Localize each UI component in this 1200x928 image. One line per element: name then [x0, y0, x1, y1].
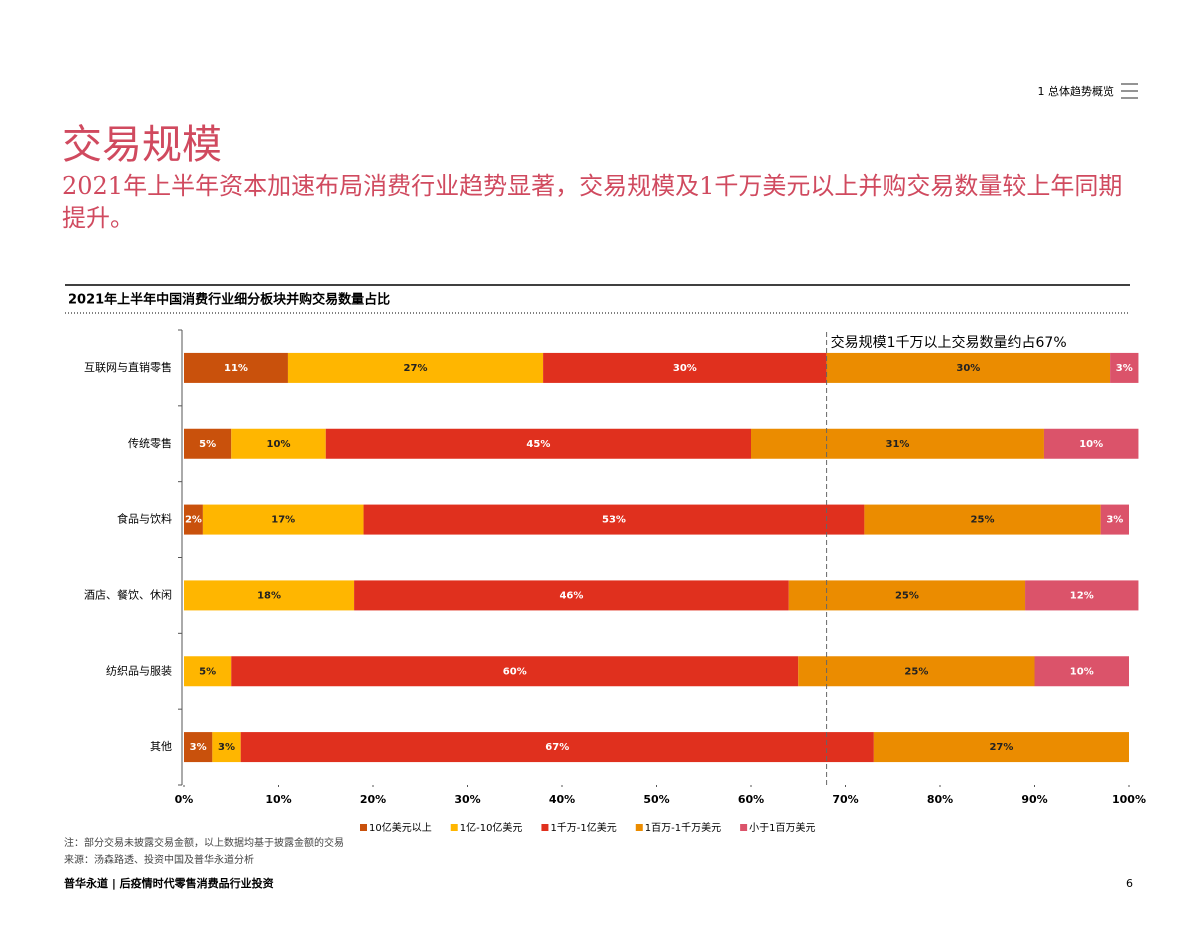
bar-segment — [231, 428, 326, 459]
bar-segment — [1100, 504, 1129, 535]
bar-segment — [788, 580, 1026, 611]
data-label: 60% — [503, 666, 527, 677]
bar-segment — [184, 580, 355, 611]
section-nav: 1 总体趋势概览 — [1038, 84, 1115, 98]
bar-segment — [231, 656, 799, 687]
legend-swatch — [450, 824, 458, 831]
legend-label: 1千万-1亿美元 — [550, 821, 616, 834]
bar-segment — [354, 580, 789, 611]
data-label: 10% — [1070, 666, 1094, 677]
footer: 普华永道 | 后疫情时代零售消费品行业投资 — [64, 876, 274, 890]
data-label: 25% — [895, 590, 919, 601]
data-label: 30% — [673, 363, 697, 374]
bar-segment — [287, 352, 544, 383]
bar-segment — [1034, 656, 1129, 687]
bar-segment — [1110, 352, 1139, 383]
bar-segment — [202, 504, 364, 535]
y-tick-label: 酒店、餐饮、休闲 — [84, 587, 172, 601]
x-tick-label: 30% — [454, 793, 480, 806]
x-tick-label: 80% — [927, 793, 953, 806]
page-title: 交易规模 — [62, 122, 222, 168]
bar-segment — [184, 352, 288, 383]
data-label: 25% — [971, 515, 995, 526]
data-label: 31% — [886, 439, 910, 450]
data-label: 5% — [199, 666, 216, 677]
data-label: 45% — [526, 439, 550, 450]
bar-segment — [1043, 428, 1139, 459]
data-label: 11% — [224, 363, 248, 374]
source: 来源：汤森路透、投资中国及普华永道分析 — [64, 853, 254, 866]
legend-label: 10亿美元以上 — [369, 821, 432, 834]
y-tick-label: 食品与饮料 — [117, 512, 172, 526]
note: 注：部分交易未披露交易金额，以上数据均基于披露金额的交易 — [64, 836, 344, 849]
bar-segment — [864, 504, 1101, 535]
bar-segment — [184, 504, 203, 535]
data-label: 18% — [257, 590, 281, 601]
bar-segment — [325, 428, 751, 459]
data-label: 27% — [989, 742, 1013, 753]
legend-swatch — [635, 824, 643, 831]
bar-segment — [751, 428, 1044, 459]
data-label: 5% — [199, 439, 216, 450]
legend-swatch — [541, 824, 549, 831]
data-label: 67% — [545, 742, 569, 753]
x-tick-label: 90% — [1021, 793, 1047, 806]
legend-label: 1亿-10亿美元 — [460, 821, 523, 834]
bar-segment — [826, 352, 1111, 383]
bar-segment — [798, 656, 1035, 687]
bar-segment — [212, 732, 241, 763]
data-label: 3% — [218, 742, 235, 753]
legend-swatch — [740, 824, 748, 831]
chart-title: 2021年上半年中国消费行业细分板块并购交易数量占比 — [68, 292, 390, 308]
y-tick-label: 传统零售 — [128, 436, 172, 450]
data-label: 17% — [271, 515, 295, 526]
data-label: 25% — [904, 666, 928, 677]
data-label: 3% — [190, 742, 207, 753]
bar-segment — [240, 732, 874, 763]
bar-segment — [873, 732, 1129, 763]
menu-icon — [1121, 83, 1138, 99]
data-label: 53% — [602, 515, 626, 526]
y-tick-label: 互联网与直销零售 — [84, 360, 172, 374]
legend-label: 1百万-1千万美元 — [645, 821, 721, 834]
x-tick-label: 10% — [265, 793, 291, 806]
bar-segment — [184, 656, 232, 687]
x-tick-label: 20% — [360, 793, 386, 806]
data-label: 2% — [185, 515, 202, 526]
x-tick-label: 100% — [1112, 793, 1146, 806]
data-label: 46% — [559, 590, 583, 601]
x-tick-label: 40% — [549, 793, 575, 806]
y-tick-label: 其他 — [150, 740, 172, 753]
bar-segment — [543, 352, 827, 383]
y-tick-label: 纺织品与服装 — [106, 663, 172, 677]
data-label: 3% — [1116, 363, 1133, 374]
bar-segment — [184, 732, 213, 763]
data-label: 27% — [404, 363, 428, 374]
data-label: 30% — [956, 363, 980, 374]
bar-segment — [363, 504, 865, 535]
x-tick-label: 60% — [738, 793, 764, 806]
x-tick-label: 50% — [643, 793, 669, 806]
page-subtitle: 2021年上半年资本加速布局消费行业趋势显著，交易规模及1千万美元以上并购交易数… — [62, 172, 1123, 232]
legend-label: 小于1百万美元 — [749, 821, 815, 834]
legend-swatch — [360, 824, 367, 831]
bar-segment — [184, 428, 232, 459]
x-tick-label: 70% — [832, 793, 858, 806]
data-label: 10% — [267, 439, 291, 450]
data-label: 12% — [1070, 590, 1094, 601]
data-label: 10% — [1079, 439, 1103, 450]
bar-segment — [1025, 580, 1139, 611]
page-number: 6 — [1126, 877, 1133, 890]
data-label: 3% — [1106, 515, 1123, 526]
annotation: 交易规模1千万以上交易数量约占67% — [831, 334, 1067, 351]
x-tick-label: 0% — [175, 793, 194, 806]
